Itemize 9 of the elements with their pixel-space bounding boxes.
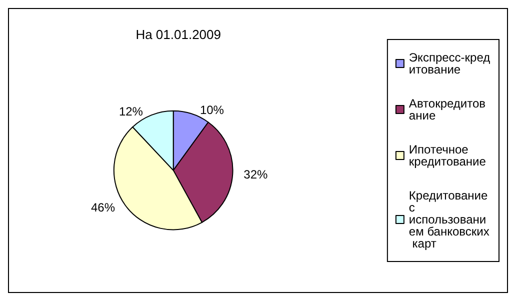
legend-label: Автокредитование (408, 96, 486, 122)
legend-label: Экспресс-кредитование (408, 50, 490, 76)
data-label: 46% (90, 200, 116, 215)
data-label: 32% (244, 167, 268, 182)
chart-title: На 01.01.2009 (136, 27, 221, 42)
data-label: 12% (118, 104, 144, 118)
legend-label: Ипотечное кредитование (408, 142, 486, 168)
legend-label: Кредитование с использованием банковских карт (408, 188, 492, 250)
data-label: 10% (200, 102, 224, 117)
